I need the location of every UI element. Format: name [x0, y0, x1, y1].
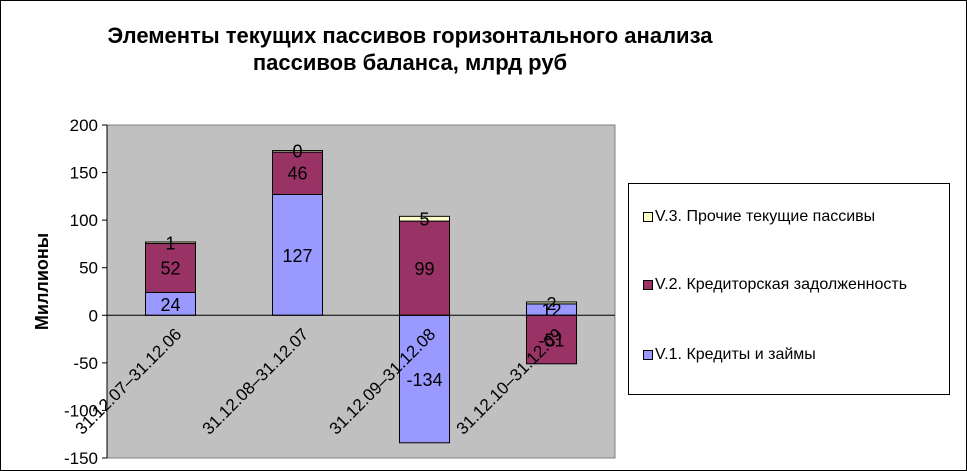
legend-item-accounts-payable: V.2. Кредиторская задолженность — [643, 274, 945, 296]
data-label: 5 — [419, 210, 429, 230]
legend-item-credits-loans: V.1. Кредиты и займы — [643, 344, 945, 366]
data-label: 127 — [282, 246, 312, 266]
legend-swatch-credits-loans — [643, 350, 653, 360]
data-label: 46 — [287, 164, 307, 184]
legend: V.3. Прочие текущие пассивы V.2. Кредито… — [628, 183, 950, 395]
data-label: 0 — [292, 142, 302, 162]
chart-title: Элементы текущих пассивов горизонтальног… — [107, 23, 713, 75]
data-label: -51 — [538, 331, 564, 351]
data-label: 1 — [165, 234, 175, 254]
bar-segment — [399, 314, 450, 444]
bar-segment — [272, 193, 323, 316]
legend-swatch-accounts-payable — [643, 280, 653, 290]
bar-segment — [399, 215, 450, 222]
legend-item-other-liabilities: V.3. Прочие текущие пассивы — [643, 206, 945, 228]
y-tick-label: 200 — [70, 116, 98, 135]
y-tick-label: 50 — [79, 259, 98, 278]
y-axis-title: Миллионы — [32, 233, 52, 330]
legend-label-accounts-payable: V.2. Кредиторская задолженность — [655, 276, 908, 293]
bar-segment — [145, 241, 196, 245]
data-label: 24 — [160, 295, 180, 315]
data-label: -134 — [406, 370, 442, 390]
y-tick-label: 100 — [70, 211, 98, 230]
bar-segment — [272, 150, 323, 153]
legend-label-other-liabilities: V.3. Прочие текущие пассивы — [655, 208, 876, 225]
bar-segment — [272, 150, 323, 195]
y-tick-label: 150 — [70, 164, 98, 183]
legend-label-credits-loans: V.1. Кредиты и займы — [655, 346, 816, 363]
y-tick-label: -100 — [64, 401, 98, 420]
legend-swatch-other-liabilities — [643, 212, 653, 222]
y-tick-label: 0 — [89, 306, 98, 325]
data-label: 2 — [546, 294, 556, 314]
bar-segment — [399, 220, 450, 316]
data-label: 99 — [414, 259, 434, 279]
bar-segment — [526, 301, 577, 305]
y-tick-label: -50 — [73, 354, 98, 373]
bar-segment — [526, 314, 577, 365]
y-tick-label: -150 — [64, 449, 98, 468]
data-label: 52 — [160, 259, 180, 279]
